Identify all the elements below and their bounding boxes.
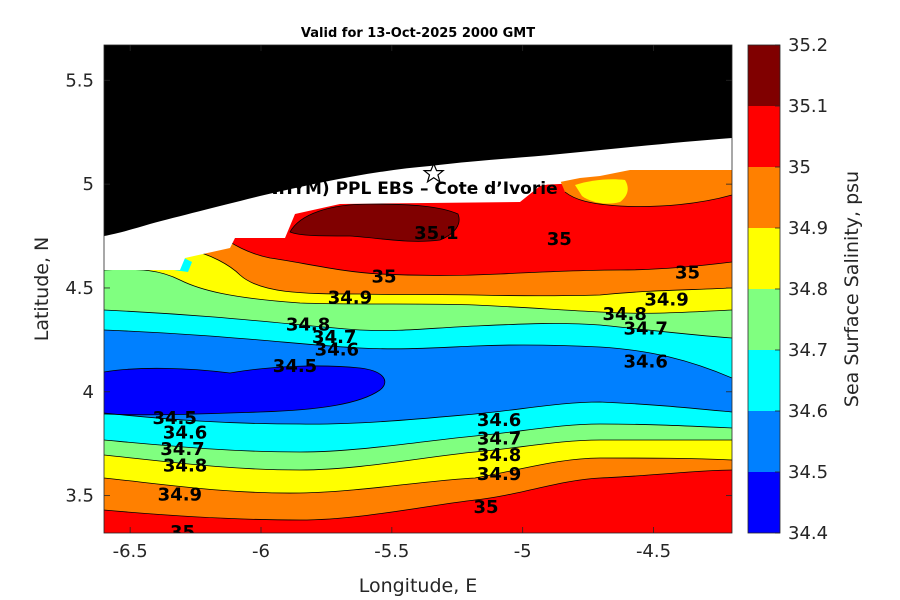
contour-34.8-north [104,268,732,314]
colorbar-tick-label: 34.9 [788,218,828,239]
colorbar-tick-label: 35.2 [788,35,828,56]
site-star-marker [422,162,445,184]
contour-label: 34.9 [328,287,372,308]
colorbar [748,45,780,533]
band-34.6-34.7-south [104,402,732,452]
colorbar-tick-label: 34.6 [788,401,828,422]
y-tick-label: 5.5 [65,70,94,91]
y-tick-label: 5 [83,174,94,195]
band-34.6-34.7-north [104,310,732,378]
band-34.8-34.9-south [104,440,732,494]
contour-label: 35 [474,497,499,518]
colorbar-swatch [748,411,780,472]
contour-label: 35 [675,262,700,283]
colorbar-tick-label: 35 [788,157,811,178]
y-tick-label: 3.5 [65,486,94,507]
x-tick-label: -5 [514,541,532,562]
x-tick-label: -6.5 [113,541,148,562]
contour-label: 35 [170,522,195,543]
contour-label: 34.6 [623,352,667,373]
contour-35.1 [289,203,460,242]
colorbar-tick-label: 35.1 [788,96,828,117]
band-35-35.1 [104,470,732,533]
colorbar-tick-label: 34.5 [788,462,828,483]
colorbar-swatch [748,289,780,350]
contour-label: 34.7 [312,327,356,348]
contour-34.6-north [104,329,732,379]
contour-label: 34.9 [158,485,202,506]
band-34.9-35-south [104,458,732,520]
contour-label: 34.5 [152,408,196,429]
y-tick-label: 4.5 [65,278,94,299]
x-tick-label: -6 [252,541,270,562]
band-34.7-34.8-south [104,424,732,470]
contour-label: 35 [371,267,396,288]
band-34.9-35-north [104,233,732,296]
contour-label: 34.9 [477,464,521,485]
contour-label: 34.6 [163,422,207,443]
contour-label: 34.9 [644,289,688,310]
colorbar-tick-label: 34.7 [788,340,828,361]
plot-frame [103,44,733,534]
colorbar-ticks: 34.4 34.5 34.6 34.7 34.8 34.9 35 35.1 35.2 [775,35,828,544]
colorbar-swatch [748,228,780,289]
contour-label: 34.7 [623,318,667,339]
colorbar-swatch [748,167,780,228]
colorbar-swatch [748,106,780,167]
contour-label: 35.1 [414,223,458,244]
contour-34.9-coastal [564,191,732,207]
x-tick-label: -4.5 [636,541,671,562]
contour-label: 34.7 [160,439,204,460]
contour-34.7-north [104,309,732,339]
x-tick-label: -5.5 [374,541,409,562]
contour-34.7-south [104,423,732,453]
contour-34.6-south [104,401,732,425]
colorbar-swatch [748,350,780,411]
contour-label: 34.8 [163,456,207,477]
x-axis-label: Longitude, E [359,575,478,597]
contour-label: 34.5 [273,356,317,377]
colorbar-tick-label: 34.4 [788,523,828,544]
colorbar-swatch [748,472,780,533]
band-34.8-34.9-north [104,249,732,314]
contour-label: 35 [547,229,572,250]
contour-label: 34.6 [477,410,521,431]
contour-35.0-south [104,469,732,521]
contour-label: 34.8 [286,314,330,335]
contour-34.5-core [104,365,386,416]
contour-34.8-south [104,439,732,471]
colorbar-swatch [748,45,780,106]
contour-label: 34.8 [477,445,521,466]
colorbar-tick-label: 34.8 [788,279,828,300]
band-34.8-34.9-coastal [575,179,628,204]
band-34.4-34.5-core [104,365,385,415]
site-annotation: (ONHYM) PPL EBS – Cote d’Ivorie [242,179,558,199]
contour-label: 34.6 [315,339,359,360]
band-35.1-35.2 [290,204,460,242]
y-tick-label: 4 [83,382,94,403]
land-mask [104,45,732,236]
x-axis-ticks: -6.5 -6 -5.5 -5 -4.5 [113,45,671,562]
y-axis-ticks: 3.5 4 4.5 5 5.5 [65,70,732,507]
colorbar-label: Sea Surface Salinity, psu [841,171,863,407]
chart-title: Valid for 13-Oct-2025 2000 GMT [301,26,535,41]
contour-label: 34.7 [477,429,521,450]
y-axis-label: Latitude, N [31,237,53,342]
contour-label: 34.8 [603,304,647,325]
contour-34.9-south [104,457,732,494]
